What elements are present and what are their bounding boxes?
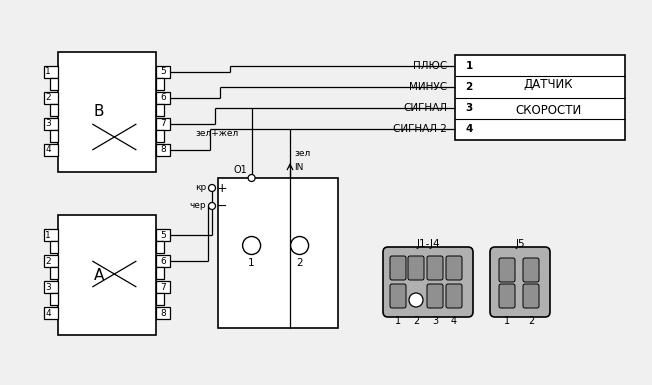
Text: 7: 7 [160, 283, 166, 291]
Circle shape [209, 203, 216, 209]
Bar [156, 267, 164, 279]
Text: 2: 2 [45, 256, 51, 266]
Text: 2: 2 [413, 316, 419, 326]
FancyBboxPatch shape [490, 247, 550, 317]
Text: 4: 4 [466, 124, 473, 134]
Text: ПЛЮС: ПЛЮС [413, 60, 447, 70]
Bar [156, 144, 170, 156]
Text: чер: чер [189, 201, 206, 211]
Bar [44, 255, 58, 267]
Text: 1: 1 [45, 231, 51, 239]
Text: 1: 1 [395, 316, 401, 326]
Bar [218, 178, 338, 328]
Circle shape [243, 236, 261, 254]
Bar [156, 130, 164, 142]
Text: 2: 2 [45, 94, 51, 102]
Text: J1-J4: J1-J4 [416, 239, 440, 249]
Text: +: + [217, 181, 228, 194]
Text: 1: 1 [45, 67, 51, 77]
FancyBboxPatch shape [390, 256, 406, 280]
FancyBboxPatch shape [523, 284, 539, 308]
Text: −: − [217, 199, 228, 213]
Text: 1: 1 [466, 60, 473, 70]
Bar [455, 55, 625, 140]
Bar [156, 66, 170, 78]
Bar [50, 293, 58, 305]
Bar [58, 52, 156, 172]
Bar [156, 92, 170, 104]
Text: 4: 4 [45, 146, 51, 154]
Text: МИНУС: МИНУС [409, 82, 447, 92]
Bar [58, 215, 156, 335]
Text: 4: 4 [45, 308, 51, 318]
Bar [156, 241, 164, 253]
Text: 8: 8 [160, 308, 166, 318]
Circle shape [409, 293, 423, 307]
Circle shape [291, 236, 308, 254]
Bar [156, 307, 170, 319]
Text: A: A [94, 268, 104, 283]
Text: 3: 3 [432, 316, 438, 326]
Text: кр: кр [195, 184, 206, 192]
Text: ДАТЧИК: ДАТЧИК [524, 78, 573, 91]
Text: 8: 8 [160, 146, 166, 154]
Circle shape [209, 184, 216, 191]
FancyBboxPatch shape [383, 247, 473, 317]
Text: СИГНАЛ: СИГНАЛ [403, 103, 447, 113]
Circle shape [248, 174, 255, 181]
Text: 2: 2 [296, 258, 303, 268]
FancyBboxPatch shape [427, 256, 443, 280]
Bar [44, 66, 58, 78]
Bar [50, 104, 58, 116]
Bar [156, 229, 170, 241]
Text: B: B [94, 104, 104, 119]
Text: зел+жел: зел+жел [195, 129, 238, 139]
Text: IN: IN [294, 162, 303, 171]
FancyBboxPatch shape [499, 258, 515, 282]
Bar [50, 241, 58, 253]
Bar [44, 229, 58, 241]
Bar [50, 267, 58, 279]
Text: зел: зел [294, 149, 310, 159]
Bar [44, 92, 58, 104]
Text: J5: J5 [515, 239, 525, 249]
Text: 5: 5 [160, 231, 166, 239]
Bar [50, 78, 58, 90]
Bar [156, 281, 170, 293]
Bar [156, 293, 164, 305]
FancyBboxPatch shape [499, 284, 515, 308]
Text: 3: 3 [466, 103, 473, 113]
Bar [44, 281, 58, 293]
Text: 5: 5 [160, 67, 166, 77]
Text: 6: 6 [160, 256, 166, 266]
Text: СКОРОСТИ: СКОРОСТИ [515, 104, 582, 117]
Text: 3: 3 [45, 283, 51, 291]
Bar [44, 144, 58, 156]
Text: 2: 2 [528, 316, 534, 326]
Bar [156, 78, 164, 90]
Bar [44, 118, 58, 130]
FancyBboxPatch shape [446, 284, 462, 308]
Text: 7: 7 [160, 119, 166, 129]
FancyBboxPatch shape [523, 258, 539, 282]
Bar [156, 104, 164, 116]
Text: СИГНАЛ 2: СИГНАЛ 2 [393, 124, 447, 134]
Text: 4: 4 [451, 316, 457, 326]
Bar [50, 130, 58, 142]
FancyBboxPatch shape [390, 284, 406, 308]
Text: 1: 1 [504, 316, 510, 326]
FancyBboxPatch shape [427, 284, 443, 308]
Text: 3: 3 [45, 119, 51, 129]
Bar [44, 307, 58, 319]
Text: 2: 2 [466, 82, 473, 92]
Bar [156, 255, 170, 267]
Text: 6: 6 [160, 94, 166, 102]
Text: 1: 1 [248, 258, 255, 268]
FancyBboxPatch shape [446, 256, 462, 280]
Text: O1: O1 [234, 165, 248, 175]
Bar [156, 118, 170, 130]
FancyBboxPatch shape [408, 256, 424, 280]
